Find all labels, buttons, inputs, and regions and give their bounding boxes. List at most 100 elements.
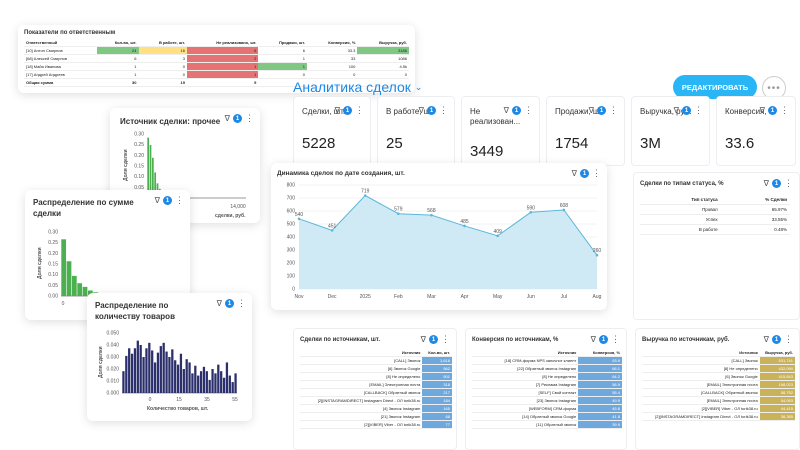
data-point[interactable] <box>363 194 367 197</box>
edit-button[interactable]: РЕДАКТИРОВАТЬ <box>673 75 757 99</box>
filter-count-badge[interactable]: 1 <box>580 169 589 178</box>
column-header[interactable]: Кол-во, шт. <box>96 39 139 47</box>
more-icon[interactable]: ⋮ <box>175 195 184 205</box>
histogram-bar[interactable] <box>194 365 197 393</box>
filter-icon[interactable]: ∇ <box>418 106 424 115</box>
more-icon[interactable]: ⋮ <box>355 105 364 115</box>
filter-icon[interactable]: ∇ <box>503 106 509 115</box>
histogram-bar[interactable] <box>82 286 88 296</box>
histogram-bar[interactable] <box>225 362 229 393</box>
data-point[interactable] <box>430 213 433 217</box>
histogram-bar[interactable] <box>211 369 214 393</box>
filter-icon[interactable]: ∇ <box>571 169 577 178</box>
histogram-bar[interactable] <box>139 345 142 393</box>
more-icon[interactable]: ⋮ <box>441 334 450 344</box>
histogram-bar[interactable] <box>179 353 183 393</box>
more-icon[interactable]: ⋮ <box>784 334 793 344</box>
filter-count-badge[interactable]: 1 <box>768 106 777 115</box>
column-header[interactable]: Тип статуса <box>640 195 721 205</box>
histogram-bar[interactable] <box>153 362 157 393</box>
column-header[interactable]: Не реализовано, шт. <box>186 39 259 47</box>
histogram-bar[interactable] <box>191 373 194 393</box>
histogram-bar[interactable] <box>151 157 154 198</box>
histogram-bar[interactable] <box>222 377 226 393</box>
filter-count-badge[interactable]: 1 <box>427 106 436 115</box>
data-point[interactable] <box>297 217 301 221</box>
histogram-bar[interactable] <box>168 357 171 393</box>
more-icon[interactable]: ⋮ <box>694 105 703 115</box>
data-point[interactable] <box>496 234 499 238</box>
filter-count-badge[interactable]: 1 <box>225 299 234 308</box>
data-point[interactable] <box>330 229 334 232</box>
histogram-bar[interactable] <box>220 371 223 393</box>
filter-icon[interactable]: ∇ <box>154 196 160 205</box>
histogram-bar[interactable] <box>208 379 211 393</box>
histogram-bar[interactable] <box>228 375 231 393</box>
histogram-bar[interactable] <box>149 144 152 198</box>
histogram-bar[interactable] <box>197 375 200 393</box>
filter-icon[interactable]: ∇ <box>590 335 596 344</box>
column-header[interactable]: Продажи, шт. <box>258 39 307 47</box>
filter-count-badge[interactable]: 1 <box>772 179 781 188</box>
histogram-bar[interactable] <box>217 364 220 393</box>
filter-icon[interactable]: ∇ <box>763 179 769 188</box>
filter-count-badge[interactable]: 1 <box>343 106 352 115</box>
more-icon[interactable]: ⋮ <box>439 105 448 115</box>
data-point[interactable] <box>397 212 400 216</box>
filter-count-badge[interactable]: 1 <box>597 106 606 115</box>
data-point[interactable] <box>595 253 599 257</box>
more-icon[interactable]: ⋮ <box>780 105 789 115</box>
filter-count-badge[interactable]: 1 <box>233 114 242 123</box>
histogram-bar[interactable] <box>136 340 139 393</box>
histogram-bar[interactable] <box>130 353 134 393</box>
more-icon[interactable]: ⋮ <box>609 105 618 115</box>
histogram-bar[interactable] <box>188 362 191 393</box>
histogram-bar[interactable] <box>159 346 162 393</box>
column-header[interactable]: Конверсия, % <box>306 39 358 47</box>
column-header[interactable]: % Сделки <box>720 195 790 205</box>
histogram-bar[interactable] <box>145 348 148 393</box>
filter-icon[interactable]: ∇ <box>216 299 222 308</box>
histogram-bar[interactable] <box>162 342 165 393</box>
more-icon[interactable]: ⋮ <box>237 298 246 308</box>
histogram-bar[interactable] <box>148 342 151 393</box>
data-point[interactable] <box>529 211 533 214</box>
data-point[interactable] <box>463 224 466 228</box>
column-header[interactable]: В работе, шт. <box>138 39 187 47</box>
histogram-bar[interactable] <box>185 359 188 393</box>
data-point[interactable] <box>562 208 566 212</box>
histogram-bar[interactable] <box>125 355 128 393</box>
histogram-bar[interactable] <box>133 348 137 393</box>
histogram-bar[interactable] <box>165 351 168 393</box>
histogram-bar[interactable] <box>128 348 131 393</box>
more-icon[interactable]: ⋮ <box>245 113 254 123</box>
filter-icon[interactable]: ∇ <box>759 106 765 115</box>
filter-icon[interactable]: ∇ <box>763 335 769 344</box>
column-header[interactable]: Источник <box>300 349 423 357</box>
histogram-bar[interactable] <box>231 382 234 393</box>
histogram-bar[interactable] <box>234 373 237 393</box>
more-icon[interactable]: ⋮ <box>611 334 620 344</box>
more-icon[interactable]: ⋮ <box>784 178 793 188</box>
filter-icon[interactable]: ∇ <box>588 106 594 115</box>
histogram-bar[interactable] <box>61 239 67 296</box>
histogram-bar[interactable] <box>174 360 177 393</box>
column-header[interactable]: Конверсия, % <box>578 349 622 357</box>
column-header[interactable]: Ответственный <box>24 39 97 47</box>
column-header[interactable]: Кол-во, шт. <box>422 349 452 357</box>
histogram-bar[interactable] <box>142 357 145 393</box>
column-header[interactable]: Выручка, руб. <box>759 349 795 357</box>
histogram-bar[interactable] <box>77 283 83 296</box>
histogram-bar[interactable] <box>66 261 72 296</box>
filter-count-badge[interactable]: 1 <box>772 335 781 344</box>
filter-count-badge[interactable]: 1 <box>512 106 521 115</box>
histogram-bar[interactable] <box>156 352 160 393</box>
histogram-bar[interactable] <box>122 371 125 393</box>
filter-count-badge[interactable]: 1 <box>682 106 691 115</box>
histogram-bar[interactable] <box>182 369 185 393</box>
histogram-bar[interactable] <box>202 366 206 393</box>
more-icon[interactable]: ⋮ <box>592 168 601 178</box>
filter-icon[interactable]: ∇ <box>224 114 230 123</box>
filter-icon[interactable]: ∇ <box>673 106 679 115</box>
histogram-bar[interactable] <box>176 364 180 393</box>
